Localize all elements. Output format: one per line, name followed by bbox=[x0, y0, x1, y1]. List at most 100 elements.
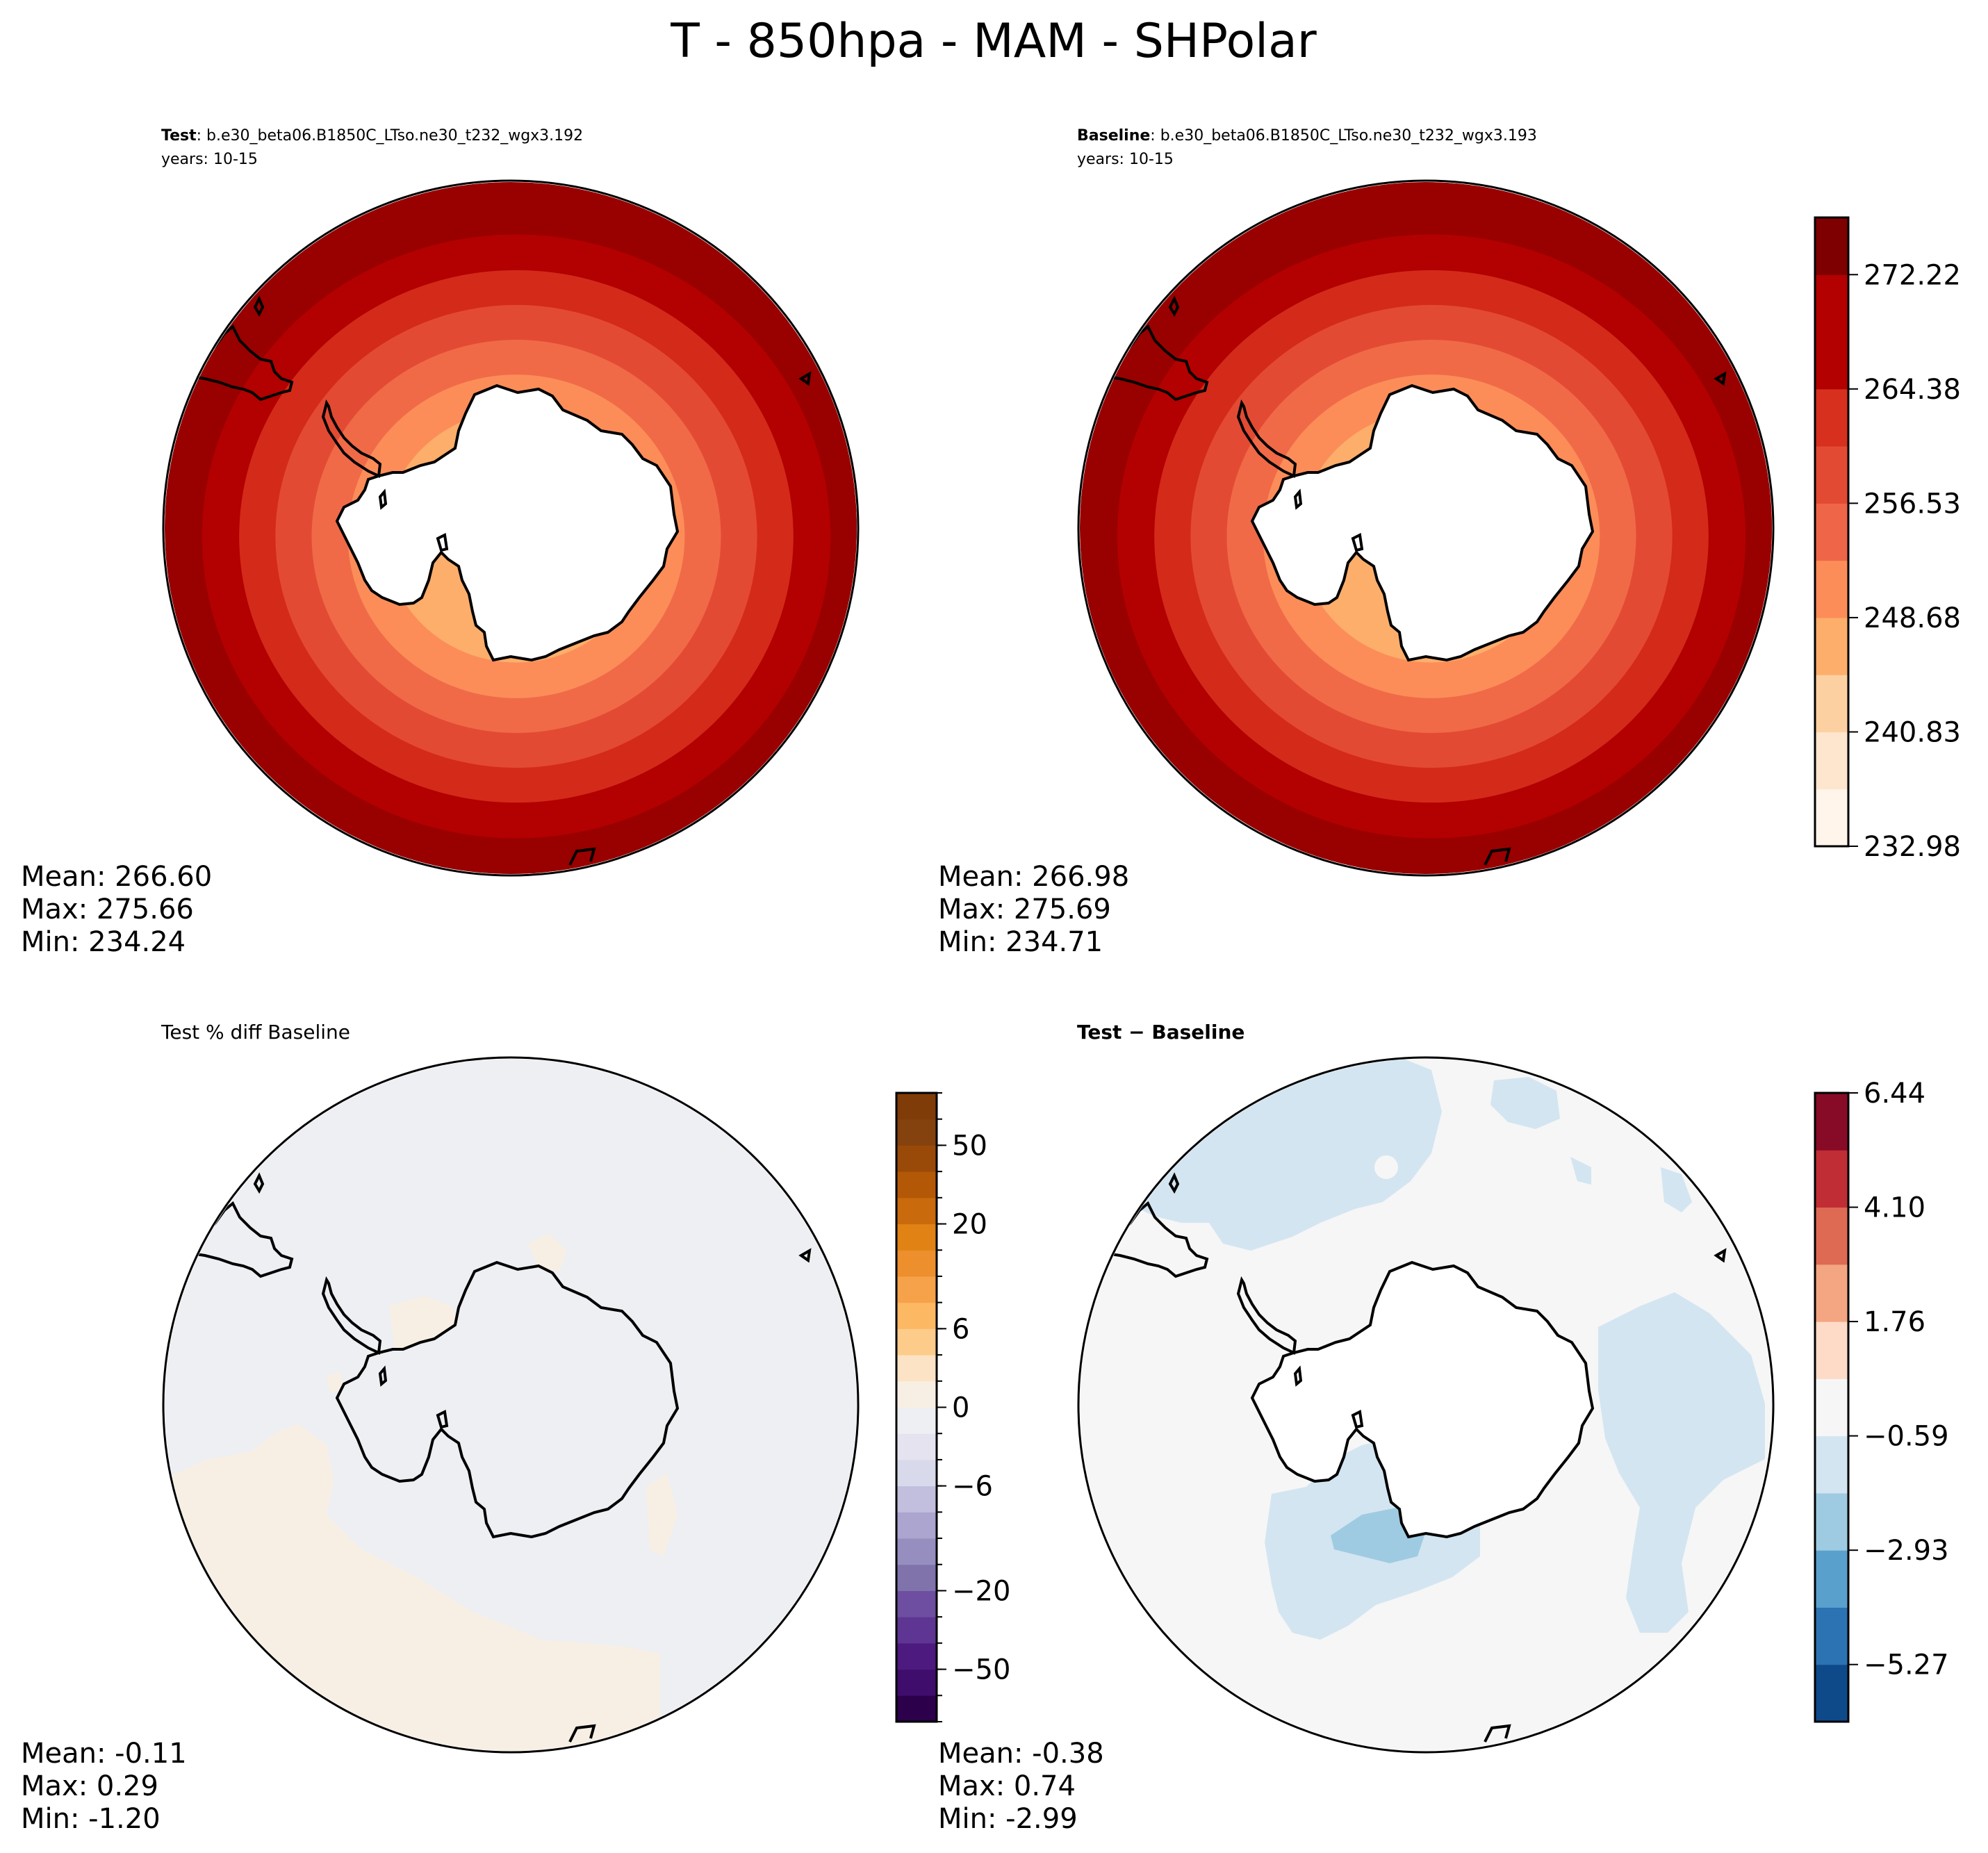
colorbar-segment bbox=[896, 1485, 937, 1513]
colorbar-segment bbox=[896, 1355, 937, 1382]
colorbar-frame bbox=[1814, 1092, 1850, 1723]
baseline-min: Min: 234.71 bbox=[938, 926, 1103, 958]
colorbar-segment bbox=[896, 1512, 937, 1539]
colorbar-segment bbox=[1815, 1550, 1848, 1608]
colorbar-tick-label: 20 bbox=[952, 1209, 987, 1241]
colorbar-tick-label: 1.76 bbox=[1864, 1306, 1925, 1338]
colorbar-segment bbox=[1815, 331, 1848, 390]
baseline-label: Baseline: b.e30_beta06.B1850C_LTso.ne30_… bbox=[1077, 127, 1537, 145]
colorbar-segment bbox=[896, 1590, 937, 1617]
colorbar-segment bbox=[1815, 217, 1848, 275]
colorbar-segment bbox=[1815, 503, 1848, 561]
baseline-label-bold: Baseline bbox=[1077, 127, 1150, 145]
colorbar-tick-label: 264.38 bbox=[1864, 374, 1961, 406]
colorbar-segment bbox=[1815, 560, 1848, 618]
diff-mean: Mean: -0.38 bbox=[938, 1738, 1104, 1770]
diff-min: Min: -2.99 bbox=[938, 1803, 1078, 1835]
baseline-map bbox=[1080, 182, 1772, 874]
colorbar-tick-label: −0.59 bbox=[1864, 1421, 1949, 1453]
colorbar-segment bbox=[1815, 274, 1848, 333]
panel-baseline: Baseline: b.e30_beta06.B1850C_LTso.ne30_… bbox=[938, 127, 1775, 958]
colorbar-segment bbox=[896, 1381, 937, 1408]
colorbar-tick-label: −6 bbox=[952, 1471, 993, 1503]
colorbar-tick-label: 272.22 bbox=[1864, 259, 1961, 291]
colorbar-tick-label: −20 bbox=[952, 1575, 1010, 1607]
diff-title: Test − Baseline bbox=[1077, 1021, 1244, 1044]
colorbar-tick-label: −50 bbox=[952, 1654, 1010, 1686]
colorbar-segment bbox=[1815, 1207, 1848, 1265]
panel-diff: Test − Baseline Mean: -0.38 Max: 0. bbox=[938, 1021, 1775, 1835]
pctdiff-max: Max: 0.29 bbox=[21, 1770, 158, 1802]
colorbar-tick-label: 6.44 bbox=[1864, 1078, 1925, 1110]
diff-map bbox=[1080, 1059, 1772, 1751]
colorbar-segment bbox=[896, 1224, 937, 1251]
colorbar-segment bbox=[896, 1695, 937, 1722]
colorbar-segment bbox=[1815, 1378, 1848, 1437]
test-min: Min: 234.24 bbox=[21, 926, 186, 958]
colorbar-temperature: 232.98 240.83 248.68 256.53 264.38 272.22 bbox=[1814, 216, 1961, 863]
colorbar-segment bbox=[896, 1171, 937, 1199]
colorbar-pctdiff: −50 −20 −6 0 6 20 50 bbox=[895, 1092, 1010, 1723]
colorbar-segment bbox=[1815, 1264, 1848, 1322]
panel-test: Test: b.e30_beta06.B1850C_LTso.ne30_t232… bbox=[21, 127, 860, 958]
colorbar-segment bbox=[896, 1250, 937, 1277]
colorbar-segment bbox=[896, 1459, 937, 1487]
colorbar-segment bbox=[896, 1302, 937, 1329]
panel-pctdiff: Test % diff Baseline Mean: -0.11 Max: 0.… bbox=[21, 1021, 860, 1835]
test-label-rest: : b.e30_beta06.B1850C_LTso.ne30_t232_wgx… bbox=[197, 127, 584, 145]
test-label-bold: Test bbox=[161, 127, 197, 145]
diff-max: Max: 0.74 bbox=[938, 1770, 1076, 1802]
colorbar-diff: −5.27 −2.93 −0.59 1.76 4.10 6.44 bbox=[1814, 1078, 1949, 1723]
colorbar-segment bbox=[1815, 789, 1848, 847]
pctdiff-title: Test % diff Baseline bbox=[161, 1021, 350, 1044]
colorbar-segment bbox=[896, 1669, 937, 1696]
colorbar-segment bbox=[896, 1119, 937, 1146]
colorbar-segment bbox=[1815, 446, 1848, 504]
colorbar-segment bbox=[1815, 1093, 1848, 1151]
diff-map-border bbox=[1077, 1056, 1775, 1754]
colorbar-tick-label: 256.53 bbox=[1864, 488, 1961, 520]
baseline-label-rest: : b.e30_beta06.B1850C_LTso.ne30_t232_wgx… bbox=[1150, 127, 1537, 145]
test-map bbox=[165, 182, 857, 874]
colorbar-segment bbox=[896, 1093, 937, 1120]
test-max: Max: 275.66 bbox=[21, 893, 194, 925]
colorbar-segment bbox=[896, 1276, 937, 1303]
colorbar-segment bbox=[1815, 732, 1848, 790]
colorbar-tick-label: 4.10 bbox=[1864, 1192, 1925, 1224]
pctdiff-mean: Mean: -0.11 bbox=[21, 1738, 187, 1770]
colorbar-segment bbox=[1815, 1607, 1848, 1665]
colorbar-tick-label: 0 bbox=[952, 1392, 969, 1424]
colorbar-segment bbox=[896, 1617, 937, 1644]
test-map-border bbox=[162, 179, 860, 877]
colorbar-segment bbox=[896, 1328, 937, 1356]
colorbar-tick-label: 50 bbox=[952, 1130, 987, 1162]
colorbar-segment bbox=[896, 1145, 937, 1172]
baseline-mean: Mean: 266.98 bbox=[938, 861, 1129, 893]
colorbar-segment bbox=[896, 1538, 937, 1565]
baseline-map-border bbox=[1077, 179, 1775, 877]
colorbar-segment bbox=[896, 1433, 937, 1460]
colorbar-segment bbox=[1815, 1321, 1848, 1379]
pctdiff-map bbox=[165, 1059, 857, 1751]
pctdiff-map-border bbox=[162, 1056, 860, 1754]
colorbar-frame bbox=[1814, 216, 1850, 848]
pctdiff-min: Min: -1.20 bbox=[21, 1803, 161, 1835]
test-years: years: 10-15 bbox=[161, 151, 258, 168]
baseline-max: Max: 275.69 bbox=[938, 893, 1111, 925]
colorbar-segment bbox=[1815, 617, 1848, 675]
test-mean: Mean: 266.60 bbox=[21, 861, 212, 893]
colorbar-tick-label: −5.27 bbox=[1864, 1649, 1949, 1681]
colorbar-tick-label: 248.68 bbox=[1864, 602, 1961, 634]
test-label: Test: b.e30_beta06.B1850C_LTso.ne30_t232… bbox=[161, 127, 583, 145]
figure-title: T - 850hpa - MAM - SHPolar bbox=[670, 14, 1316, 69]
colorbar-segment bbox=[1815, 1664, 1848, 1722]
colorbar-tick-label: 232.98 bbox=[1864, 831, 1961, 863]
baseline-years: years: 10-15 bbox=[1077, 151, 1174, 168]
colorbar-segment bbox=[896, 1642, 937, 1670]
colorbar-segment bbox=[1815, 675, 1848, 732]
diff-gap-hole bbox=[1374, 1155, 1398, 1179]
colorbar-segment bbox=[896, 1564, 937, 1591]
colorbar-tick-label: 240.83 bbox=[1864, 716, 1961, 748]
colorbar-segment bbox=[1815, 1150, 1848, 1208]
